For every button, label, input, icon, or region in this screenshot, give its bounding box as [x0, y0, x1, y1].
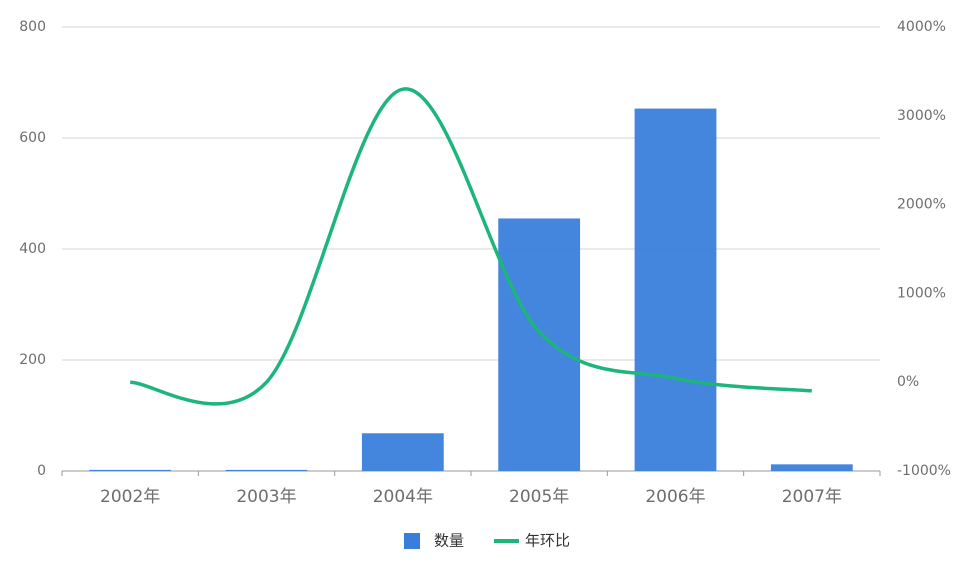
x-tick-label: 2006年	[645, 487, 705, 507]
bar	[498, 218, 581, 471]
y-tick-label: 0	[37, 463, 46, 479]
y-tick-label: 600	[19, 130, 46, 146]
y2-tick-label: -1000%	[897, 463, 951, 479]
y2-tick-label: 3000%	[897, 108, 946, 124]
y2-tick-label: 2000%	[897, 197, 946, 213]
bar	[225, 469, 308, 471]
bar	[89, 469, 172, 471]
x-tick-label: 2002年	[100, 487, 160, 507]
bar	[361, 433, 444, 471]
y-tick-label: 400	[19, 241, 46, 257]
y-tick-label: 200	[19, 352, 46, 368]
legend-label: 数量	[434, 532, 464, 550]
legend-label: 年环比	[525, 532, 570, 550]
x-tick-label: 2003年	[236, 487, 296, 507]
y2-tick-label: 4000%	[897, 19, 946, 35]
x-tick-label: 2005年	[509, 487, 569, 507]
y2-tick-label: 1000%	[897, 285, 946, 301]
x-tick-label: 2007年	[782, 487, 842, 507]
legend-marker	[404, 533, 420, 549]
x-tick-label: 2004年	[373, 487, 433, 507]
y2-tick-label: 0%	[897, 374, 919, 390]
bar	[634, 108, 717, 472]
y-tick-label: 800	[19, 19, 46, 35]
bar	[770, 464, 853, 471]
line	[130, 87, 812, 406]
